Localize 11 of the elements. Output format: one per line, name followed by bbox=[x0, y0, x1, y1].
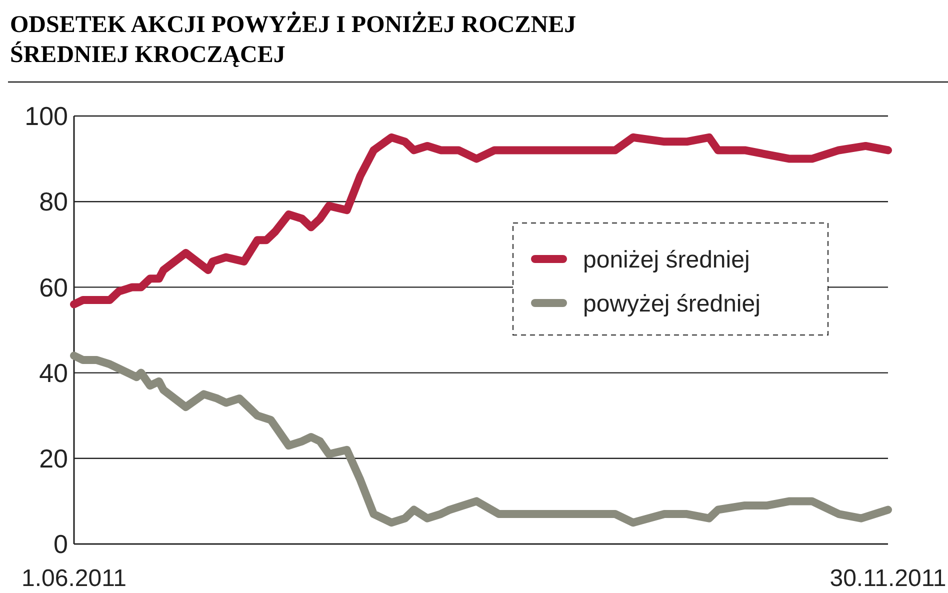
y-tick-label: 80 bbox=[39, 186, 68, 217]
x-tick-label: 30.11.2011 bbox=[830, 565, 946, 592]
y-tick-label: 40 bbox=[39, 358, 68, 388]
y-tick-label: 0 bbox=[54, 529, 68, 560]
legend-label: poniżej średniej bbox=[583, 246, 750, 274]
y-tick-label: 100 bbox=[24, 101, 68, 132]
x-tick-label: 1.06.2011 bbox=[22, 565, 126, 592]
y-tick-label: 20 bbox=[39, 444, 68, 474]
legend-label: powyżej średniej bbox=[583, 290, 760, 318]
y-tick-label: 60 bbox=[39, 272, 68, 302]
chart-title: ODSETEK AKCJI POWYŻEJ I PONIŻEJ ROCZNEJ ŚREDNIEJ KROCZĄCEJ bbox=[10, 11, 576, 68]
